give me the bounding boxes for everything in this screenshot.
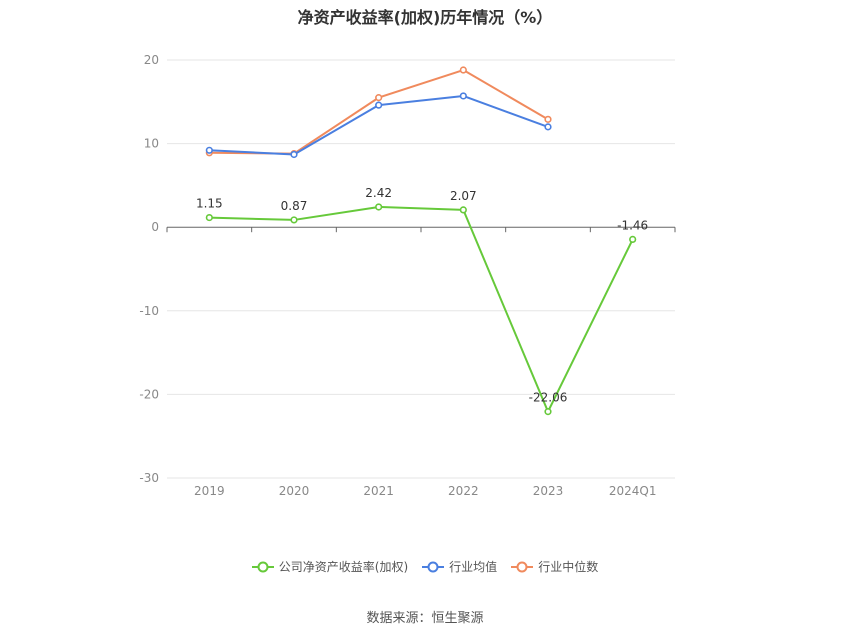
- data-point: [375, 203, 383, 211]
- x-tick-label: 2020: [279, 484, 310, 498]
- data-label: 2.42: [365, 186, 392, 200]
- legend: 公司净资产收益率(加权) 行业均值 行业中位数: [0, 558, 850, 575]
- data-point: [375, 94, 383, 102]
- data-point: [205, 146, 213, 154]
- data-label: 1.15: [196, 197, 223, 211]
- legend-marker-icon: [511, 561, 534, 572]
- legend-label: 行业均值: [449, 560, 498, 574]
- series-lines: [205, 66, 637, 416]
- legend-item[interactable]: 行业中位数: [511, 558, 598, 575]
- grid-lines: [167, 59, 675, 479]
- data-point: [375, 101, 383, 109]
- x-tick-label: 2024Q1: [609, 484, 657, 498]
- legend-label: 行业中位数: [538, 560, 599, 574]
- data-point: [544, 115, 552, 123]
- data-point: [544, 123, 552, 131]
- x-tick-label: 2022: [448, 484, 479, 498]
- data-labels: 1.15 0.87 2.42 2.07 -22.06 -1.46: [196, 186, 648, 405]
- data-label: -1.46: [617, 218, 648, 232]
- x-tick-label: 2021: [363, 484, 394, 498]
- chart-title: 净资产收益率(加权)历年情况（%）: [297, 8, 553, 27]
- y-tick-label: 10: [144, 137, 159, 151]
- data-label: 0.87: [281, 199, 308, 213]
- axes: 20 10 0 -10 -20 -30 2019 2020 2021 2022 2023 2024Q1: [139, 53, 676, 498]
- data-point: [205, 213, 213, 222]
- y-tick-label: -20: [139, 387, 159, 401]
- data-point: [459, 66, 467, 74]
- data-point: [544, 408, 552, 416]
- legend-item[interactable]: 行业均值: [422, 558, 497, 575]
- y-tick-label: 0: [151, 220, 159, 234]
- y-tick-label: -30: [139, 471, 159, 485]
- x-tick-label: 2023: [533, 484, 564, 498]
- data-label: -22.06: [529, 391, 568, 405]
- data-label: 2.07: [450, 189, 477, 203]
- data-point: [290, 150, 298, 159]
- data-source: 数据来源：恒生聚源: [366, 611, 484, 626]
- y-tick-label: -10: [139, 304, 159, 318]
- series-line: [209, 69, 549, 155]
- data-point: [459, 92, 467, 100]
- data-point: [629, 235, 637, 244]
- legend-label: 公司净资产收益率(加权): [278, 560, 409, 574]
- data-point: [459, 206, 467, 214]
- y-tick-label: 20: [144, 53, 159, 67]
- legend-marker-icon: [422, 561, 445, 572]
- x-tick-label: 2019: [194, 484, 225, 498]
- data-point: [290, 216, 298, 224]
- legend-item[interactable]: 公司净资产收益率(加权): [251, 558, 409, 575]
- series-line: [209, 205, 634, 413]
- legend-marker-icon: [251, 561, 274, 572]
